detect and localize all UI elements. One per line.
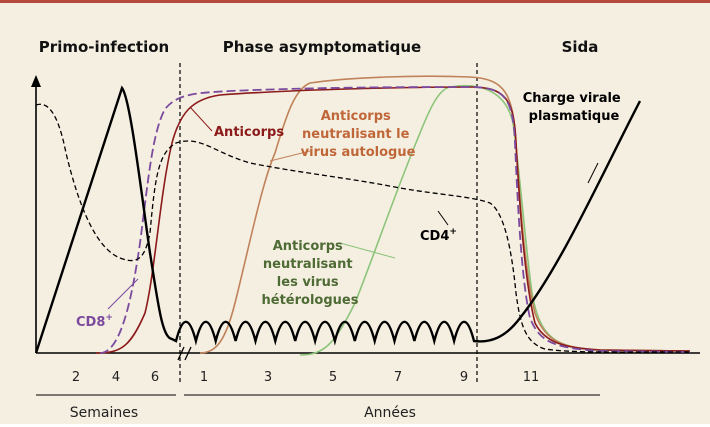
phase-title-primo: Primo-infection [39, 38, 169, 56]
tick-year-11: 11 [523, 370, 540, 385]
label-cd8-text: CD8 [76, 315, 105, 330]
label-cd8-sup: + [105, 313, 113, 323]
hiv-timeline-chart: Primo-infection Phase asymptomatique Sid… [31, 38, 700, 421]
label-heterologues-line2: neutralisant [263, 257, 353, 272]
label-cd4-text: CD4 [420, 229, 449, 244]
tick-year-1: 1 [200, 370, 208, 385]
tick-year-9: 9 [460, 370, 468, 385]
y-axis-arrow [31, 75, 41, 87]
leader-anticorps [189, 106, 213, 132]
label-anticorps-autologue: Anticorps neutralisant le virus autologu… [301, 109, 416, 160]
tick-year-7: 7 [394, 370, 402, 385]
phase-title-sida: Sida [562, 38, 599, 56]
leader-autologue [269, 150, 311, 162]
series-charge-virale [34, 85, 642, 354]
tick-week-4: 4 [112, 370, 120, 385]
label-autologue-line1: Anticorps [321, 109, 391, 124]
series-cd4 [35, 103, 691, 353]
label-charge-virale: Charge virale plasmatique [523, 91, 626, 124]
axis-break-mark [184, 346, 192, 361]
label-autologue-line2: neutralisant le [302, 127, 410, 142]
series-anticorps-heterologues [299, 84, 691, 356]
axis-break-mark [177, 346, 185, 361]
label-anticorps-heterologues: Anticorps neutralisant les virus hétérol… [262, 239, 359, 308]
leader-cd8 [107, 278, 139, 310]
unit-semaines: Semaines [70, 405, 138, 421]
phase-title-asymptomatique: Phase asymptomatique [223, 38, 421, 56]
tick-week-2: 2 [72, 370, 80, 385]
label-cd4: CD4+ [420, 227, 457, 244]
label-heterologues-line1: Anticorps [273, 239, 343, 254]
leader-cd4 [437, 210, 449, 226]
series-cd8 [99, 86, 691, 354]
label-heterologues-line4: hétérologues [262, 293, 359, 308]
label-cd4-sup: + [449, 227, 457, 237]
label-charge-line2: plasmatique [529, 109, 620, 124]
unit-annees: Années [364, 405, 416, 421]
leader-heterologues [339, 242, 396, 259]
tick-year-5: 5 [329, 370, 337, 385]
leader-charge [587, 162, 599, 184]
label-autologue-line3: virus autologue [301, 145, 416, 160]
label-anticorps: Anticorps [214, 125, 284, 140]
label-heterologues-line3: les virus [277, 275, 339, 290]
tick-year-3: 3 [264, 370, 272, 385]
series-anticorps-autologue [199, 75, 691, 354]
label-charge-line1: Charge virale [523, 91, 621, 106]
label-cd8: CD8+ [76, 313, 113, 330]
tick-week-6: 6 [151, 370, 159, 385]
